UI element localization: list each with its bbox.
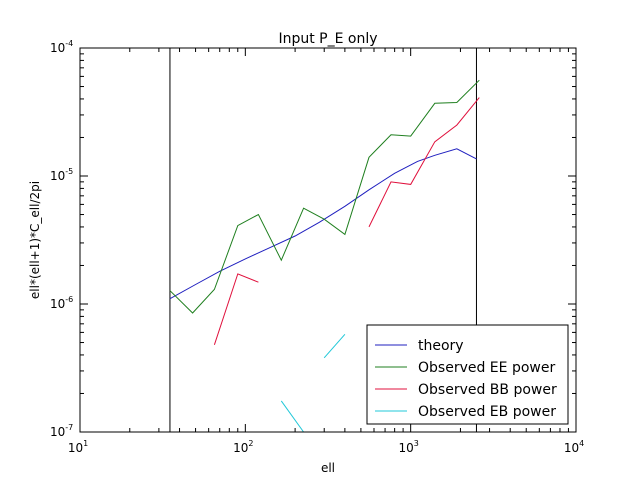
x-tick-label: 104 xyxy=(564,439,584,455)
x-axis-label: ell xyxy=(321,461,335,475)
plot-frame xyxy=(79,47,577,433)
y-tick-label: 10-5 xyxy=(50,167,73,183)
series-line-observed-eb-power-1 xyxy=(280,400,305,432)
legend-label-observed-bb-power: Observed BB power xyxy=(418,382,557,398)
series-line-observed-ee-power xyxy=(169,79,480,314)
series-line-observed-bb-power-2 xyxy=(368,97,480,228)
legend-label-theory: theory xyxy=(418,338,464,354)
plot-area xyxy=(169,48,480,432)
y-axis-label: ell*(ell+1)*C_ell/2pi xyxy=(28,181,42,299)
x-tick-label: 101 xyxy=(68,439,88,455)
legend: theory Observed EE power Observed BB power… xyxy=(366,324,569,425)
series-line-theory xyxy=(169,148,477,300)
legend-label-observed-eb-power: Observed EB power xyxy=(418,404,556,420)
legend-label-observed-ee-power: Observed EE power xyxy=(418,360,555,376)
legend-box xyxy=(366,324,569,425)
chart-title: Input P_E only xyxy=(278,31,377,47)
x-tick-label: 103 xyxy=(398,439,418,455)
series-line-observed-bb-power-1 xyxy=(213,273,259,345)
y-tick-label: 10-4 xyxy=(50,39,73,55)
y-tick-label: 10-7 xyxy=(50,423,73,439)
x-tick-label: 102 xyxy=(233,439,253,455)
y-tick-label: 10-6 xyxy=(50,295,73,311)
series-line-observed-eb-power-2 xyxy=(323,333,346,359)
